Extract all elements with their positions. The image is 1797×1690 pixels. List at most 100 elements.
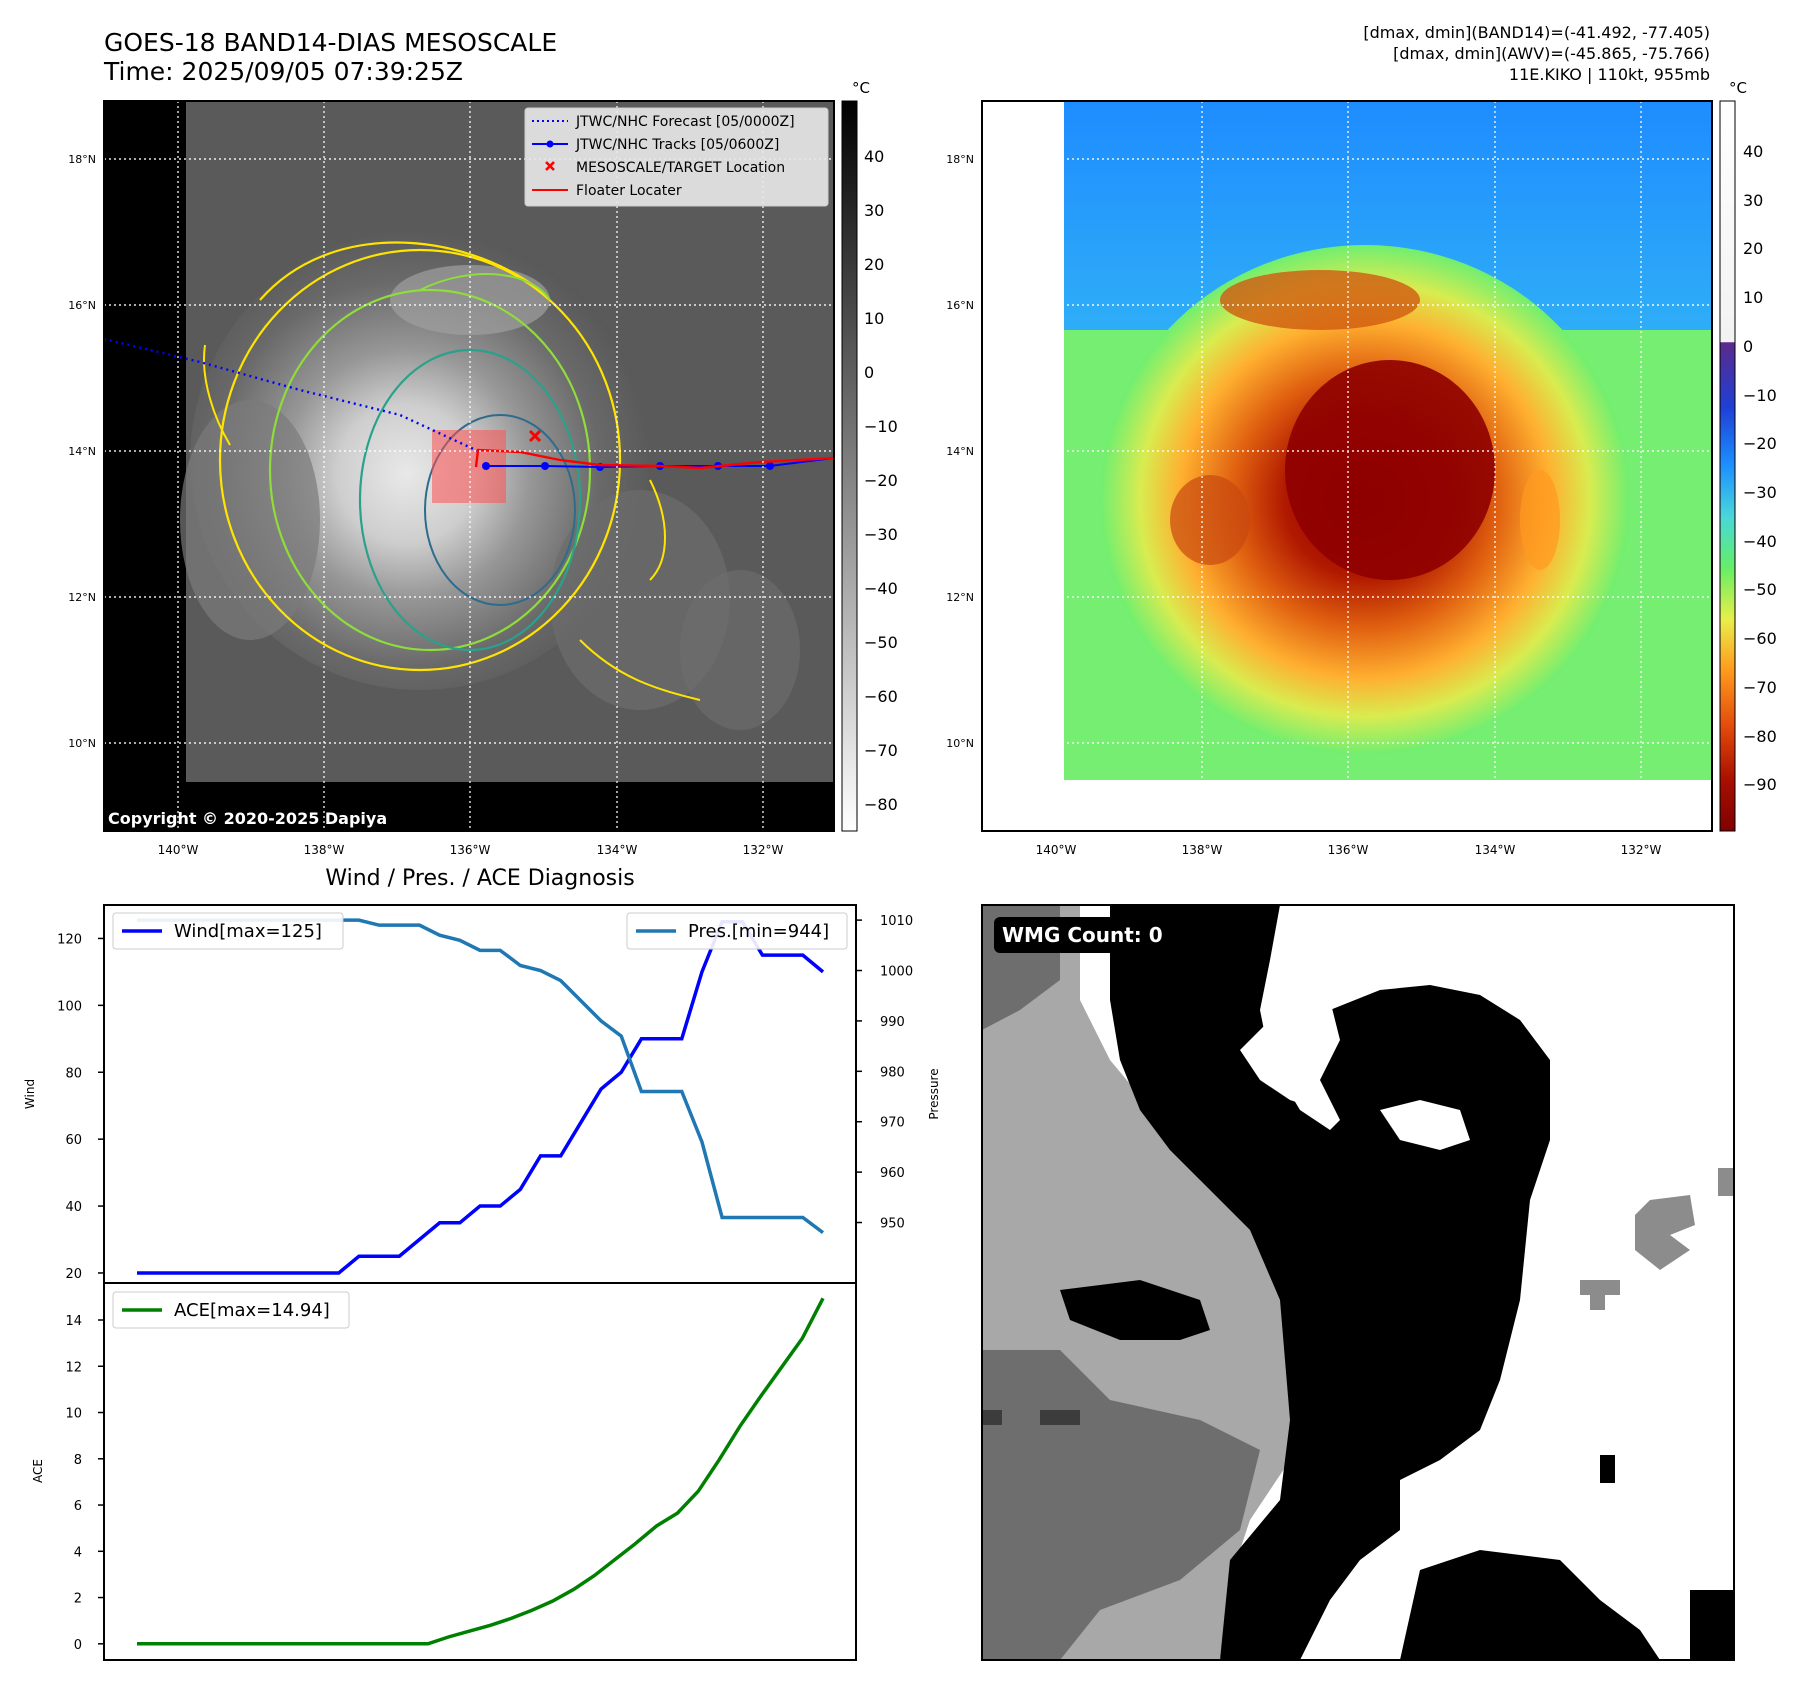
ace-tick: 6	[74, 1499, 82, 1514]
awv-colorbar-unit: °C	[1729, 79, 1747, 97]
cbar-tick: −80	[1743, 727, 1777, 746]
pressure-tick: 980	[880, 1065, 905, 1080]
lat-label: 12°N	[946, 591, 974, 604]
cbar-tick: 20	[864, 255, 884, 274]
pressure-legend-label: Pres.[min=944]	[688, 921, 829, 942]
lon-label: 134°W	[1475, 843, 1516, 857]
wind-tick: 60	[65, 1133, 82, 1148]
pressure-tick: 990	[880, 1015, 905, 1030]
wind-tick: 100	[57, 999, 82, 1014]
pressure-tick: 960	[880, 1166, 905, 1181]
pressure-axis-label: Pressure	[927, 1068, 941, 1119]
lon-label: 140°W	[1036, 843, 1077, 857]
legend-floater-label: Floater Locater	[576, 183, 682, 199]
legend-target-label: MESOSCALE/TARGET Location	[576, 160, 785, 176]
cbar-tick: −20	[864, 471, 898, 490]
floater-locater-line	[474, 448, 834, 470]
pressure-legend: Pres.[min=944]	[626, 912, 848, 950]
ace-legend-label: ACE[max=14.94]	[174, 1300, 330, 1321]
figure-time: Time: 2025/09/05 07:39:25Z	[103, 57, 463, 86]
lat-label: 10°N	[946, 737, 974, 750]
cbar-tick: 30	[1743, 191, 1763, 210]
ace-series-line	[137, 1297, 825, 1646]
lat-label: 16°N	[946, 299, 974, 312]
cbar-tick: 30	[864, 201, 884, 220]
cbar-tick: −40	[864, 579, 898, 598]
wind-tick: 80	[65, 1066, 82, 1081]
cbar-tick: 0	[1743, 337, 1753, 356]
lat-label: 18°N	[946, 153, 974, 166]
lat-label: 16°N	[68, 299, 96, 312]
ir-colorbar-unit: °C	[852, 79, 870, 97]
cbar-tick: −40	[1743, 532, 1777, 551]
cbar-tick: −30	[864, 525, 898, 544]
ir-gridlines	[104, 101, 834, 831]
cbar-tick: 40	[864, 147, 884, 166]
cbar-tick: −50	[1743, 580, 1777, 599]
wmg-panel: WMG Count: 0	[981, 904, 1735, 1661]
cbar-tick: 10	[864, 309, 884, 328]
lon-label: 132°W	[743, 843, 784, 857]
wind-pressure-subplot: Wind Pressure 120 100 80 60 40 20 1010 1…	[23, 904, 941, 1284]
cbar-tick: −20	[1743, 434, 1777, 453]
pressure-tick: 970	[880, 1116, 905, 1131]
lon-label: 140°W	[158, 843, 199, 857]
ir-map-panel: Copyright © 2020-2025 Dapiya JTWC/NHC Fo…	[68, 100, 835, 857]
lon-label: 132°W	[1621, 843, 1662, 857]
legend-forecast-label: JTWC/NHC Forecast [05/0000Z]	[575, 114, 795, 130]
lat-label: 12°N	[68, 591, 96, 604]
lon-label: 136°W	[450, 843, 491, 857]
cbar-tick: −10	[864, 417, 898, 436]
ace-tick: 4	[74, 1545, 82, 1560]
cbar-tick: −70	[1743, 678, 1777, 697]
wind-tick: 20	[65, 1267, 82, 1282]
ace-tick: 12	[65, 1360, 82, 1375]
wmg-count-label: WMG Count: 0	[1002, 923, 1163, 947]
cbar-tick: 10	[1743, 288, 1763, 307]
wind-ticks: 120 100 80 60 40 20	[57, 932, 82, 1282]
info-storm: 11E.KIKO | 110kt, 955mb	[1509, 65, 1710, 84]
wind-tick: 40	[65, 1200, 82, 1215]
pressure-tick: 1000	[880, 965, 913, 980]
diagnosis-title: Wind / Pres. / ACE Diagnosis	[325, 866, 634, 891]
ace-ticks: 14 12 10 8 6 4 2 0	[65, 1314, 82, 1653]
cbar-tick: −10	[1743, 386, 1777, 405]
cbar-tick: −50	[864, 633, 898, 652]
ace-tick: 10	[65, 1407, 82, 1422]
lon-label: 138°W	[1182, 843, 1223, 857]
wmg-imagery	[982, 905, 1734, 1660]
awv-gridlines	[982, 101, 1712, 831]
cbar-tick: 40	[1743, 142, 1763, 161]
info-awv: [dmax, dmin](AWV)=(-45.865, -75.766)	[1393, 44, 1710, 63]
lat-label: 14°N	[946, 445, 974, 458]
figure-title: GOES-18 BAND14-DIAS MESOSCALE	[104, 28, 557, 57]
pressure-ticks: 1010 1000 990 980 970 960 950	[880, 914, 913, 1231]
ir-colorbar: °C 40 30 20 10 0 −10 −20 −30 −40 −50 −60…	[841, 79, 898, 832]
lat-label: 10°N	[68, 737, 96, 750]
wind-legend: Wind[max=125]	[112, 912, 344, 950]
wind-series-line	[137, 919, 825, 1275]
ace-tick: 0	[74, 1638, 82, 1653]
wmg-count-badge: WMG Count: 0	[994, 917, 1174, 953]
cbar-tick: −80	[864, 795, 898, 814]
ace-tick: 8	[74, 1453, 82, 1468]
cbar-tick: −90	[1743, 775, 1777, 794]
ace-tick: 14	[65, 1314, 82, 1329]
awv-colorbar-ticks: 40 30 20 10 0 −10 −20 −30 −40 −50 −60 −7…	[1743, 142, 1777, 794]
copyright: Copyright © 2020-2025 Dapiya	[108, 809, 387, 828]
legend-target-swatch	[545, 161, 555, 171]
cbar-tick: −30	[1743, 483, 1777, 502]
cbar-tick: −60	[1743, 629, 1777, 648]
info-band14: [dmax, dmin](BAND14)=(-41.492, -77.405)	[1363, 23, 1710, 42]
cbar-tick: 20	[1743, 239, 1763, 258]
wind-tick: 120	[57, 932, 82, 947]
cbar-tick: −70	[864, 741, 898, 760]
pressure-tick: 950	[880, 1217, 905, 1232]
lat-label: 14°N	[68, 445, 96, 458]
lat-label: 18°N	[68, 153, 96, 166]
target-location-marker	[528, 429, 542, 443]
ir-colorbar-ticks: 40 30 20 10 0 −10 −20 −30 −40 −50 −60 −7…	[864, 147, 898, 814]
ir-lon-labels: 140°W 138°W 136°W 134°W 132°W	[158, 843, 784, 857]
cbar-tick: 0	[864, 363, 874, 382]
awv-lon-labels: 140°W 138°W 136°W 134°W 132°W	[1036, 843, 1662, 857]
